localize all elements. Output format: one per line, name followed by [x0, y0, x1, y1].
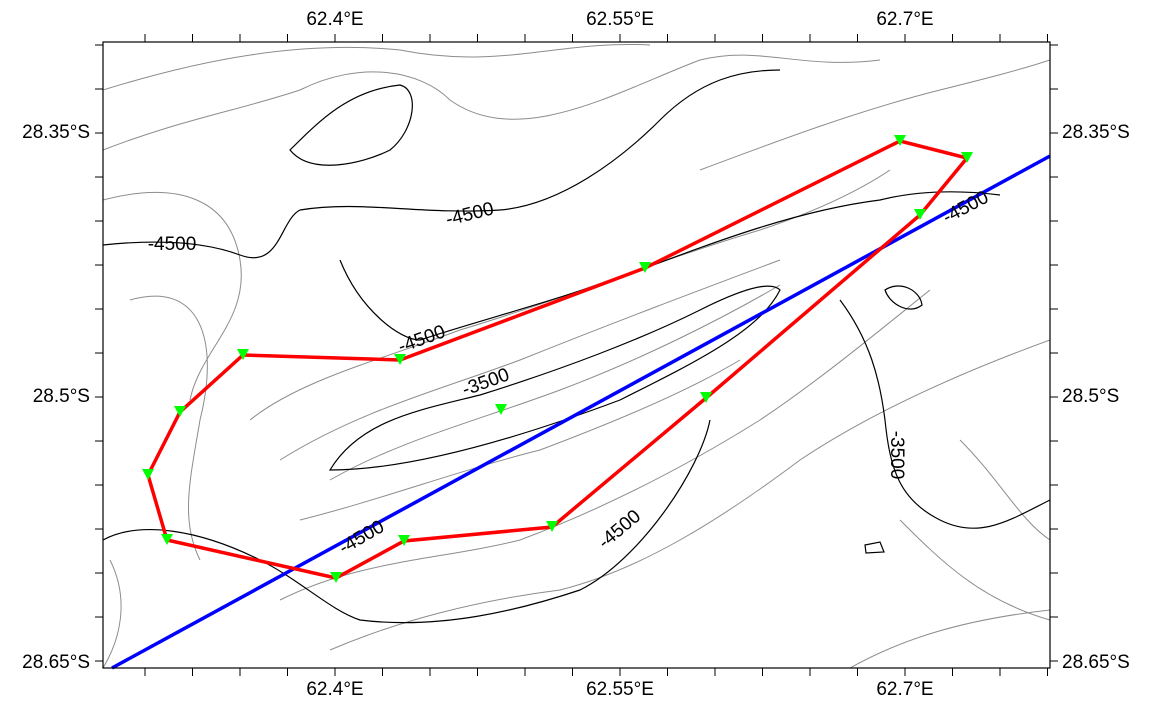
- contour-label: -3500: [459, 364, 512, 400]
- lon-label: 62.4°E: [306, 679, 363, 700]
- lon-label: 62.55°E: [586, 679, 654, 700]
- contour-label: -4500: [594, 506, 645, 553]
- stations: [142, 135, 973, 583]
- lat-label: 28.35°S: [1062, 122, 1130, 143]
- station: [700, 392, 712, 403]
- station: [961, 152, 973, 163]
- frame-ticks: [95, 34, 1058, 676]
- track-line: [111, 154, 1051, 670]
- lon-label: 62.55°E: [586, 9, 654, 30]
- station: [142, 469, 154, 480]
- survey-route: [146, 139, 971, 580]
- station: [639, 262, 651, 273]
- lat-label: 28.65°S: [1062, 652, 1130, 673]
- contour-label: -4500: [939, 187, 992, 228]
- station: [495, 404, 507, 415]
- map-frame: [102, 41, 1051, 669]
- station: [914, 209, 926, 220]
- lon-label: 62.7°E: [876, 679, 933, 700]
- lat-label: 28.5°S: [1062, 386, 1119, 407]
- lon-label: 62.4°E: [306, 9, 363, 30]
- contour-label: -4500: [148, 234, 197, 255]
- station: [161, 534, 173, 545]
- contour-label: -4500: [444, 198, 496, 230]
- contour-label: -3500: [886, 431, 907, 480]
- lat-label: 28.35°S: [22, 122, 90, 143]
- station: [237, 349, 249, 360]
- lat-label: 28.5°S: [33, 386, 90, 407]
- station: [174, 406, 186, 417]
- lon-label: 62.7°E: [876, 9, 933, 30]
- lat-label: 28.65°S: [22, 652, 90, 673]
- station: [894, 135, 906, 146]
- station: [330, 572, 342, 583]
- station: [546, 521, 558, 532]
- station: [398, 535, 410, 546]
- station: [394, 354, 406, 365]
